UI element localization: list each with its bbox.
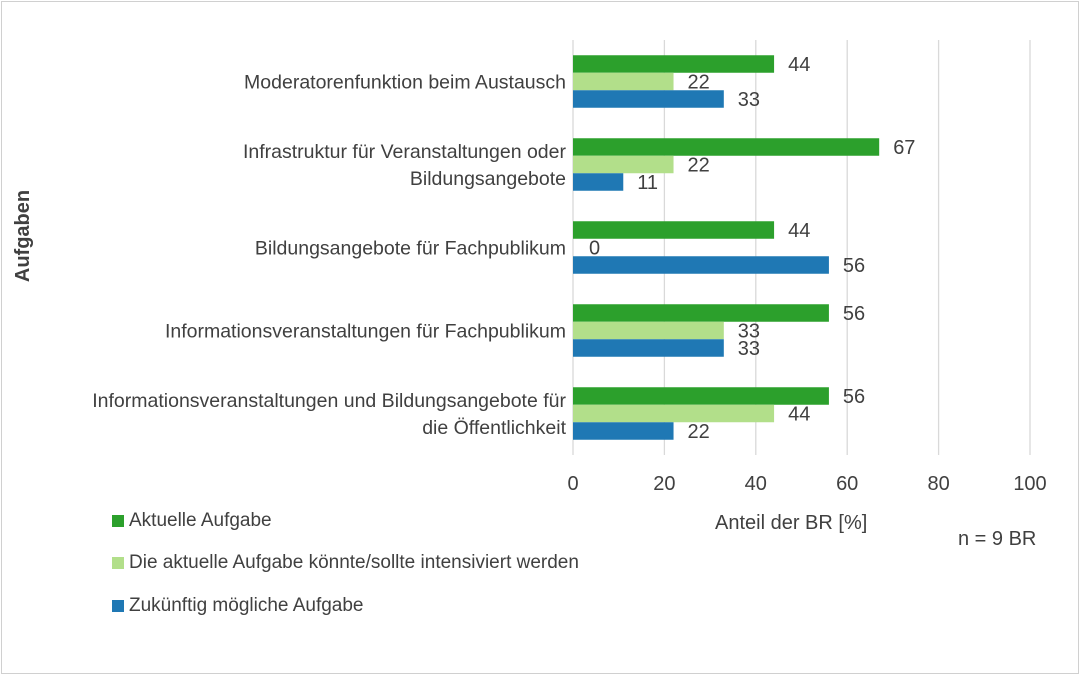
- data-label: 44: [788, 404, 810, 426]
- bar: [573, 90, 724, 108]
- bar: [573, 155, 674, 174]
- data-label: 33: [738, 321, 760, 343]
- bar: [573, 404, 775, 423]
- data-label: 67: [893, 137, 915, 159]
- legend-item-intensiviert: Die aktuelle Aufgabe könnte/sollte inten…: [112, 552, 579, 574]
- bar: [573, 173, 624, 191]
- legend-swatch: [112, 515, 124, 527]
- legend-item-zukuenftig: Zukünftig mögliche Aufgabe: [112, 595, 364, 617]
- data-label: 0: [589, 238, 600, 260]
- data-label: 33: [738, 89, 760, 111]
- bar: [573, 256, 829, 274]
- bar: [573, 55, 775, 73]
- bar: [573, 321, 724, 340]
- bar: [573, 422, 674, 440]
- data-label: 44: [788, 220, 810, 242]
- category-label: Moderatorenfunktion beim Austausch: [244, 72, 566, 94]
- bar: [573, 304, 829, 322]
- legend-label: Aktuelle Aufgabe: [129, 510, 272, 531]
- x-tick-label: 0: [567, 473, 578, 495]
- data-label: 22: [688, 155, 710, 177]
- category-label: Bildungsangebote für Fachpublikum: [255, 238, 566, 260]
- data-label: 44: [788, 54, 810, 76]
- category-label: Informationsveranstaltungen für Fachpubl…: [165, 321, 566, 343]
- x-tick-label: 40: [745, 473, 767, 495]
- x-tick-label: 100: [1013, 473, 1046, 495]
- x-tick-label: 20: [653, 473, 675, 495]
- data-label: 22: [688, 72, 710, 94]
- bar: [573, 138, 880, 156]
- x-tick-label: 60: [836, 473, 858, 495]
- data-label: 56: [843, 386, 865, 408]
- bar: [573, 221, 775, 239]
- category-label: die Öffentlichkeit: [422, 417, 566, 439]
- data-label: 56: [843, 255, 865, 277]
- legend-item-aktuelle: Aktuelle Aufgabe: [112, 510, 272, 532]
- bar: [573, 339, 724, 357]
- legend-label: Die aktuelle Aufgabe könnte/sollte inten…: [129, 552, 579, 573]
- category-label: Informationsveranstaltungen und Bildungs…: [92, 390, 566, 412]
- data-label: 33: [738, 338, 760, 360]
- data-label: 56: [843, 303, 865, 325]
- bar: [573, 72, 674, 91]
- category-label: Infrastruktur für Veranstaltungen oder: [243, 141, 567, 163]
- x-axis-title: Anteil der BR [%]: [715, 512, 868, 534]
- legend-swatch: [112, 557, 124, 569]
- x-tick-label: 80: [927, 473, 949, 495]
- legend-label: Zukünftig mögliche Aufgabe: [129, 595, 364, 616]
- sample-size-note: n = 9 BR: [958, 528, 1037, 550]
- data-label: 11: [637, 172, 658, 194]
- legend-swatch: [112, 600, 124, 612]
- category-label: Bildungsangebote: [410, 168, 566, 190]
- y-axis-title: Aufgaben: [12, 190, 34, 282]
- bar: [573, 387, 829, 405]
- data-label: 22: [688, 421, 710, 443]
